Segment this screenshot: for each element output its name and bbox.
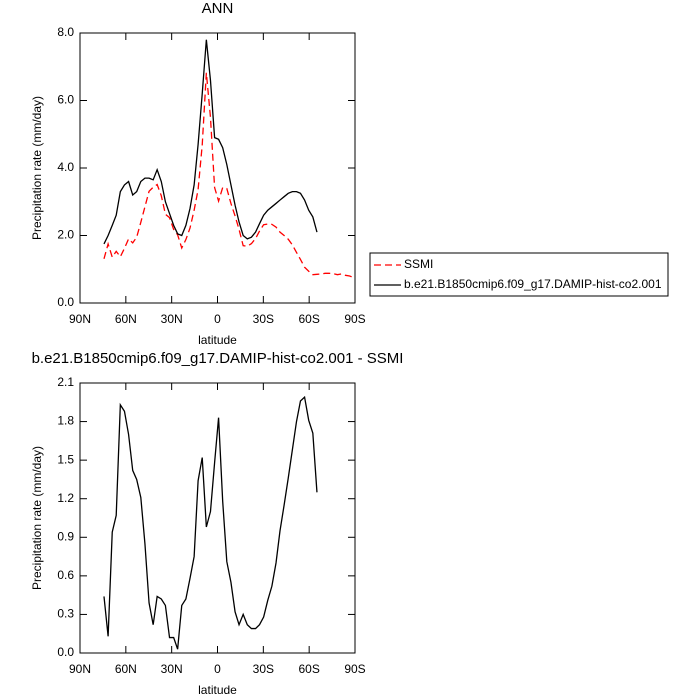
x-tick-label: 30N <box>161 662 183 676</box>
x-tick-label: 60N <box>115 312 137 326</box>
chart-title: b.e21.B1850cmip6.f09_g17.DAMIP-hist-co2.… <box>32 350 404 367</box>
x-tick-label: 30N <box>161 312 183 326</box>
y-tick-label: 0.9 <box>57 529 74 543</box>
y-tick-label: 1.5 <box>57 452 74 466</box>
series-line <box>103 39 318 245</box>
y-tick-label: 2.1 <box>57 375 74 389</box>
legend-box <box>369 252 669 297</box>
y-tick-label: 8.0 <box>57 25 74 39</box>
x-tick-label: 0 <box>214 312 221 326</box>
legend-label: b.e21.B1850cmip6.f09_g17.DAMIP-hist-co2.… <box>404 277 662 291</box>
y-axis-label: Precipitation rate (mm/day) <box>30 96 44 240</box>
y-tick-label: 6.0 <box>57 93 74 107</box>
x-tick-label: 60S <box>298 662 319 676</box>
x-axis-label: latitude <box>198 333 237 347</box>
x-tick-label: 90N <box>69 662 91 676</box>
y-tick-label: 0.3 <box>57 607 74 621</box>
series-line <box>103 395 318 650</box>
y-tick-label: 1.2 <box>57 491 74 505</box>
chart-title: ANN <box>202 0 234 17</box>
x-tick-label: 0 <box>214 662 221 676</box>
y-tick-label: 0.0 <box>57 645 74 659</box>
x-tick-label: 90S <box>344 662 365 676</box>
y-tick-label: 0.0 <box>57 295 74 309</box>
x-tick-label: 30S <box>253 662 274 676</box>
x-axis-label: latitude <box>198 683 237 697</box>
y-tick-label: 2.0 <box>57 228 74 242</box>
y-tick-label: 0.6 <box>57 568 74 582</box>
legend-label: SSMI <box>404 257 433 271</box>
x-tick-label: 60S <box>298 312 319 326</box>
y-tick-label: 4.0 <box>57 160 74 174</box>
plot-frame <box>79 382 356 654</box>
plot-frame <box>79 32 356 304</box>
y-tick-label: 1.8 <box>57 414 74 428</box>
x-tick-label: 60N <box>115 662 137 676</box>
x-tick-label: 90N <box>69 312 91 326</box>
x-tick-label: 30S <box>253 312 274 326</box>
y-axis-label: Precipitation rate (mm/day) <box>30 446 44 590</box>
x-tick-label: 90S <box>344 312 365 326</box>
